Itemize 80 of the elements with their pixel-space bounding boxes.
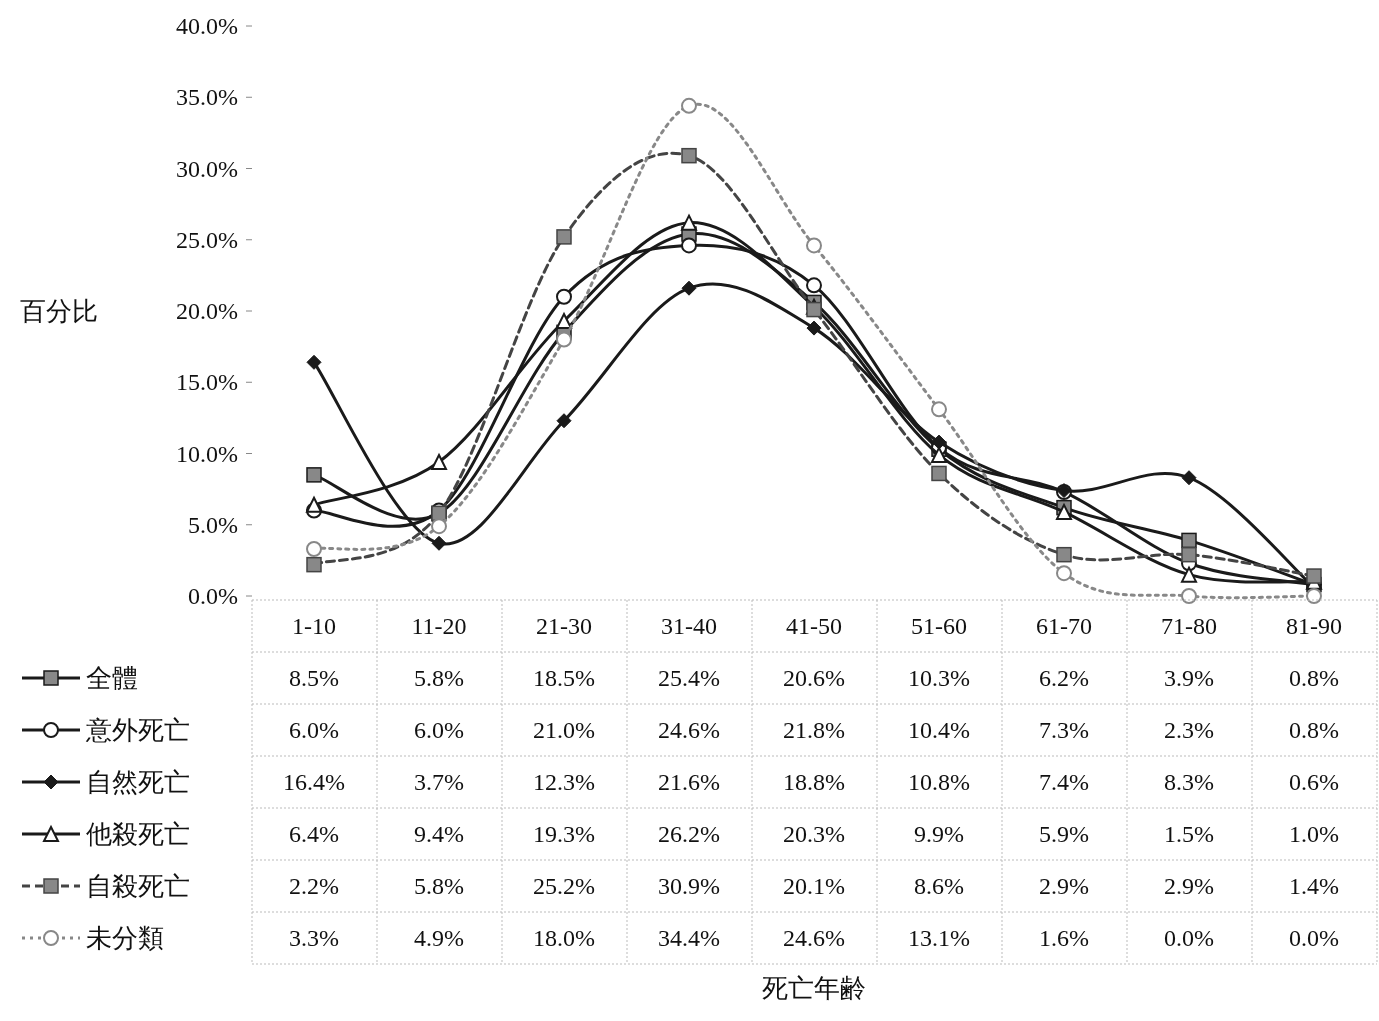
- data-label: 20.3%: [783, 821, 845, 847]
- data-label: 8.5%: [289, 665, 339, 691]
- x-tick-label: 21-30: [536, 613, 592, 639]
- data-label: 20.1%: [783, 873, 845, 899]
- data-label: 13.1%: [908, 925, 970, 951]
- data-label: 0.8%: [1289, 717, 1339, 743]
- data-label: 25.4%: [658, 665, 720, 691]
- data-label: 21.0%: [533, 717, 595, 743]
- data-label: 0.6%: [1289, 769, 1339, 795]
- data-label: 3.7%: [414, 769, 464, 795]
- data-label: 5.8%: [414, 873, 464, 899]
- data-label: 20.6%: [783, 665, 845, 691]
- data-label: 1.5%: [1164, 821, 1214, 847]
- x-tick-label: 51-60: [911, 613, 967, 639]
- data-label: 10.8%: [908, 769, 970, 795]
- x-tick-label: 1-10: [292, 613, 336, 639]
- x-tick-label: 81-90: [1286, 613, 1342, 639]
- data-label: 12.3%: [533, 769, 595, 795]
- x-tick-label: 11-20: [411, 613, 467, 639]
- data-label: 2.3%: [1164, 717, 1214, 743]
- data-label: 1.6%: [1039, 925, 1089, 951]
- data-label: 8.3%: [1164, 769, 1214, 795]
- data-label: 3.3%: [289, 925, 339, 951]
- data-label: 10.4%: [908, 717, 970, 743]
- data-label: 25.2%: [533, 873, 595, 899]
- y-tick-label: 10.0%: [176, 440, 238, 467]
- legend-label: 自殺死亡: [86, 871, 190, 901]
- y-tick-label: 20.0%: [176, 298, 238, 324]
- data-label: 18.8%: [783, 769, 845, 795]
- data-label: 6.2%: [1039, 665, 1089, 691]
- data-label: 5.8%: [414, 665, 464, 691]
- data-label: 21.6%: [658, 769, 720, 795]
- legend-label: 全體: [86, 663, 138, 693]
- legend-label: 他殺死亡: [86, 819, 190, 849]
- data-label: 6.0%: [414, 717, 464, 743]
- y-tick-label: 40.0%: [176, 13, 238, 39]
- data-label: 2.2%: [289, 873, 339, 899]
- data-label: 1.4%: [1289, 873, 1339, 899]
- legend-label: 意外死亡: [85, 715, 190, 745]
- data-label: 34.4%: [658, 925, 720, 951]
- data-label: 9.4%: [414, 821, 464, 847]
- data-label: 4.9%: [414, 925, 464, 951]
- data-label: 3.9%: [1164, 665, 1214, 691]
- data-label: 16.4%: [283, 769, 345, 795]
- legend-label: 自然死亡: [86, 767, 190, 797]
- y-tick-label: 5.0%: [188, 511, 238, 538]
- data-label: 7.3%: [1039, 717, 1089, 743]
- text: 死亡年齢: [762, 973, 866, 1003]
- data-label: 9.9%: [914, 821, 964, 847]
- data-label: 6.0%: [289, 717, 339, 743]
- y-tick-label: 25.0%: [176, 226, 238, 253]
- data-label: 6.4%: [289, 821, 339, 847]
- y-axis-title: 百分比: [20, 296, 98, 326]
- data-label: 5.9%: [1039, 821, 1089, 847]
- data-label: 10.3%: [908, 665, 970, 691]
- data-label: 19.3%: [533, 821, 595, 847]
- data-label: 24.6%: [783, 925, 845, 951]
- data-label: 26.2%: [658, 821, 720, 847]
- legend-label: 未分類: [86, 923, 164, 953]
- data-label: 0.0%: [1289, 925, 1339, 951]
- x-tick-label: 71-80: [1161, 613, 1217, 639]
- data-label: 18.5%: [533, 665, 595, 691]
- data-label: 30.9%: [658, 873, 720, 899]
- x-tick-label: 61-70: [1036, 613, 1092, 639]
- data-label: 18.0%: [533, 925, 595, 951]
- y-tick-label: 15.0%: [176, 369, 238, 396]
- data-label: 0.8%: [1289, 665, 1339, 691]
- data-label: 24.6%: [658, 717, 720, 743]
- data-label: 1.0%: [1289, 821, 1339, 847]
- y-tick-label: 30.0%: [176, 155, 238, 182]
- data-label: 8.6%: [914, 873, 964, 899]
- data-label: 21.8%: [783, 717, 845, 743]
- x-tick-label: 41-50: [786, 613, 842, 639]
- y-tick-label: 0.0%: [188, 583, 238, 609]
- x-tick-label: 31-40: [661, 613, 717, 639]
- data-label: 2.9%: [1039, 873, 1089, 899]
- data-label: 2.9%: [1164, 873, 1214, 899]
- y-tick-label: 35.0%: [176, 84, 238, 111]
- data-label: 0.0%: [1164, 925, 1214, 951]
- data-label: 7.4%: [1039, 769, 1089, 795]
